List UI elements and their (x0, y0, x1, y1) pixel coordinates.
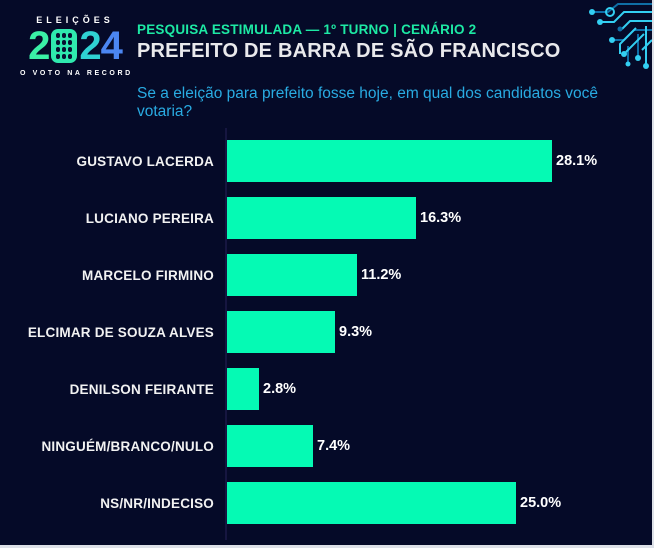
keypad-zero-icon (51, 29, 78, 63)
bar (227, 254, 357, 296)
value-label: 28.1% (556, 153, 598, 169)
bar (227, 482, 516, 524)
bar-area: 16.3% (227, 197, 461, 239)
chart-row: DENILSON FEIRANTE 2.8% (0, 368, 652, 410)
candidate-label: MARCELO FIRMINO (82, 267, 214, 283)
bar-area: 11.2% (227, 254, 401, 296)
candidate-label: LUCIANO PEREIRA (85, 210, 214, 226)
header: PESQUISA ESTIMULADA — 1º TURNO | CENÁRIO… (137, 22, 577, 63)
chart-row: GUSTAVO LACERDA 28.1% (0, 140, 652, 182)
bar (227, 197, 416, 239)
survey-question: Se a eleição para prefeito fosse hoje, e… (137, 85, 598, 121)
survey-kicker: PESQUISA ESTIMULADA — 1º TURNO | CENÁRIO… (137, 22, 477, 37)
bar-area: 9.3% (227, 311, 372, 353)
bar (227, 140, 552, 182)
bar (227, 368, 259, 410)
bar-area: 7.4% (227, 425, 350, 467)
chart-row: ELCIMAR DE SOUZA ALVES 9.3% (0, 311, 652, 353)
bar (227, 311, 335, 353)
logo-bottom-text: O VOTO NA RECORD (20, 70, 133, 77)
value-label: 9.3% (339, 324, 373, 340)
chart-row: MARCELO FIRMINO 11.2% (0, 254, 652, 296)
candidate-label: DENILSON FEIRANTE (69, 381, 214, 397)
bar-chart: GUSTAVO LACERDA 28.1% LUCIANO PEREIRA 16.3%… (0, 140, 652, 539)
bar-area: 25.0% (227, 482, 561, 524)
chart-row: NINGUÉM/BRANCO/NULO 7.4% (0, 425, 652, 467)
logo-digit: 2 (79, 24, 101, 68)
bar (227, 425, 313, 467)
logo-top-text: ELEIÇÕES (36, 15, 114, 25)
candidate-label: NINGUÉM/BRANCO/NULO (41, 438, 214, 454)
value-label: 25.0% (520, 495, 562, 511)
candidate-label: NS/NR/INDECISO (100, 495, 214, 511)
chart-row: NS/NR/INDECISO 25.0% (0, 482, 652, 524)
logo-digit: 2 (28, 24, 50, 68)
chart-axis-line (225, 128, 227, 540)
value-label: 16.3% (420, 210, 462, 226)
value-label: 2.8% (263, 381, 297, 397)
candidate-label: GUSTAVO LACERDA (76, 153, 214, 169)
value-label: 7.4% (317, 438, 351, 454)
bar-area: 28.1% (227, 140, 597, 182)
bar-area: 2.8% (227, 368, 296, 410)
circuit-decoration-icon (589, 3, 652, 69)
logo-digit: 4 (100, 24, 123, 68)
page-title: PREFEITO DE BARRA DE SÃO FRANCISCO (137, 40, 561, 62)
candidate-label: ELCIMAR DE SOUZA ALVES (27, 324, 214, 340)
value-label: 11.2% (361, 267, 402, 283)
chart-row: LUCIANO PEREIRA 16.3% (0, 197, 652, 239)
